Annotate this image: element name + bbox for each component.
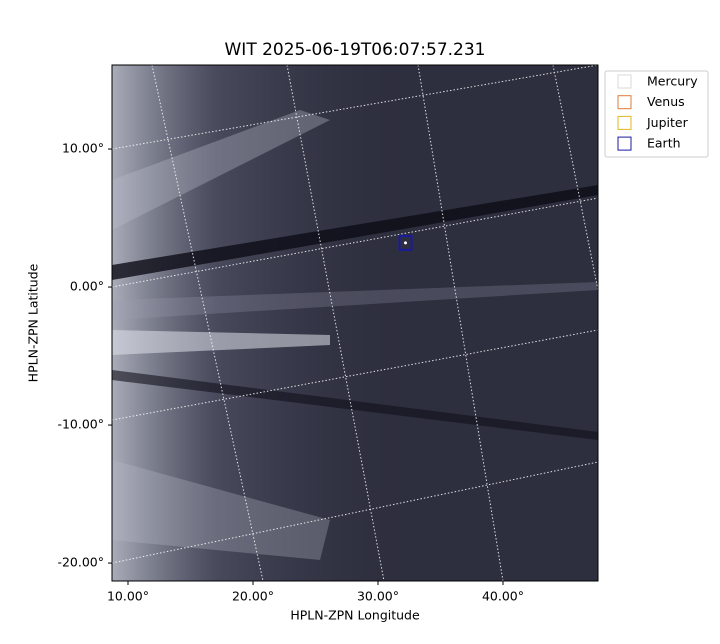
x-tick-label: 10.00° (107, 589, 149, 604)
y-tick-label: -10.00° (57, 417, 104, 432)
axes-frame (111, 64, 599, 582)
legend-label: Venus (647, 94, 685, 109)
legend-label: Earth (647, 136, 681, 151)
legend-label: Mercury (647, 74, 698, 89)
legend-swatch (617, 136, 632, 151)
legend-box (604, 70, 709, 158)
y-tick-label: -20.00° (57, 555, 104, 570)
x-tick-label: 40.00° (482, 589, 524, 604)
chart-title: WIT 2025-06-19T06:07:57.231 (225, 40, 486, 60)
legend-swatch (617, 115, 632, 130)
y-tick-label: 0.00° (70, 279, 104, 294)
y-tick-label: 10.00° (62, 141, 104, 156)
x-axis-label: HPLN-ZPN Longitude (290, 608, 420, 623)
x-tick-label: 30.00° (357, 589, 399, 604)
legend-label: Jupiter (646, 115, 689, 130)
x-tick-label: 20.00° (232, 589, 274, 604)
legend-swatch (617, 95, 632, 110)
image (112, 65, 598, 581)
y-axis-label: HPLN-ZPN Latitude (26, 263, 41, 382)
planet-marker (398, 234, 413, 251)
legend-swatch (617, 74, 632, 89)
planet-dot (404, 241, 407, 245)
